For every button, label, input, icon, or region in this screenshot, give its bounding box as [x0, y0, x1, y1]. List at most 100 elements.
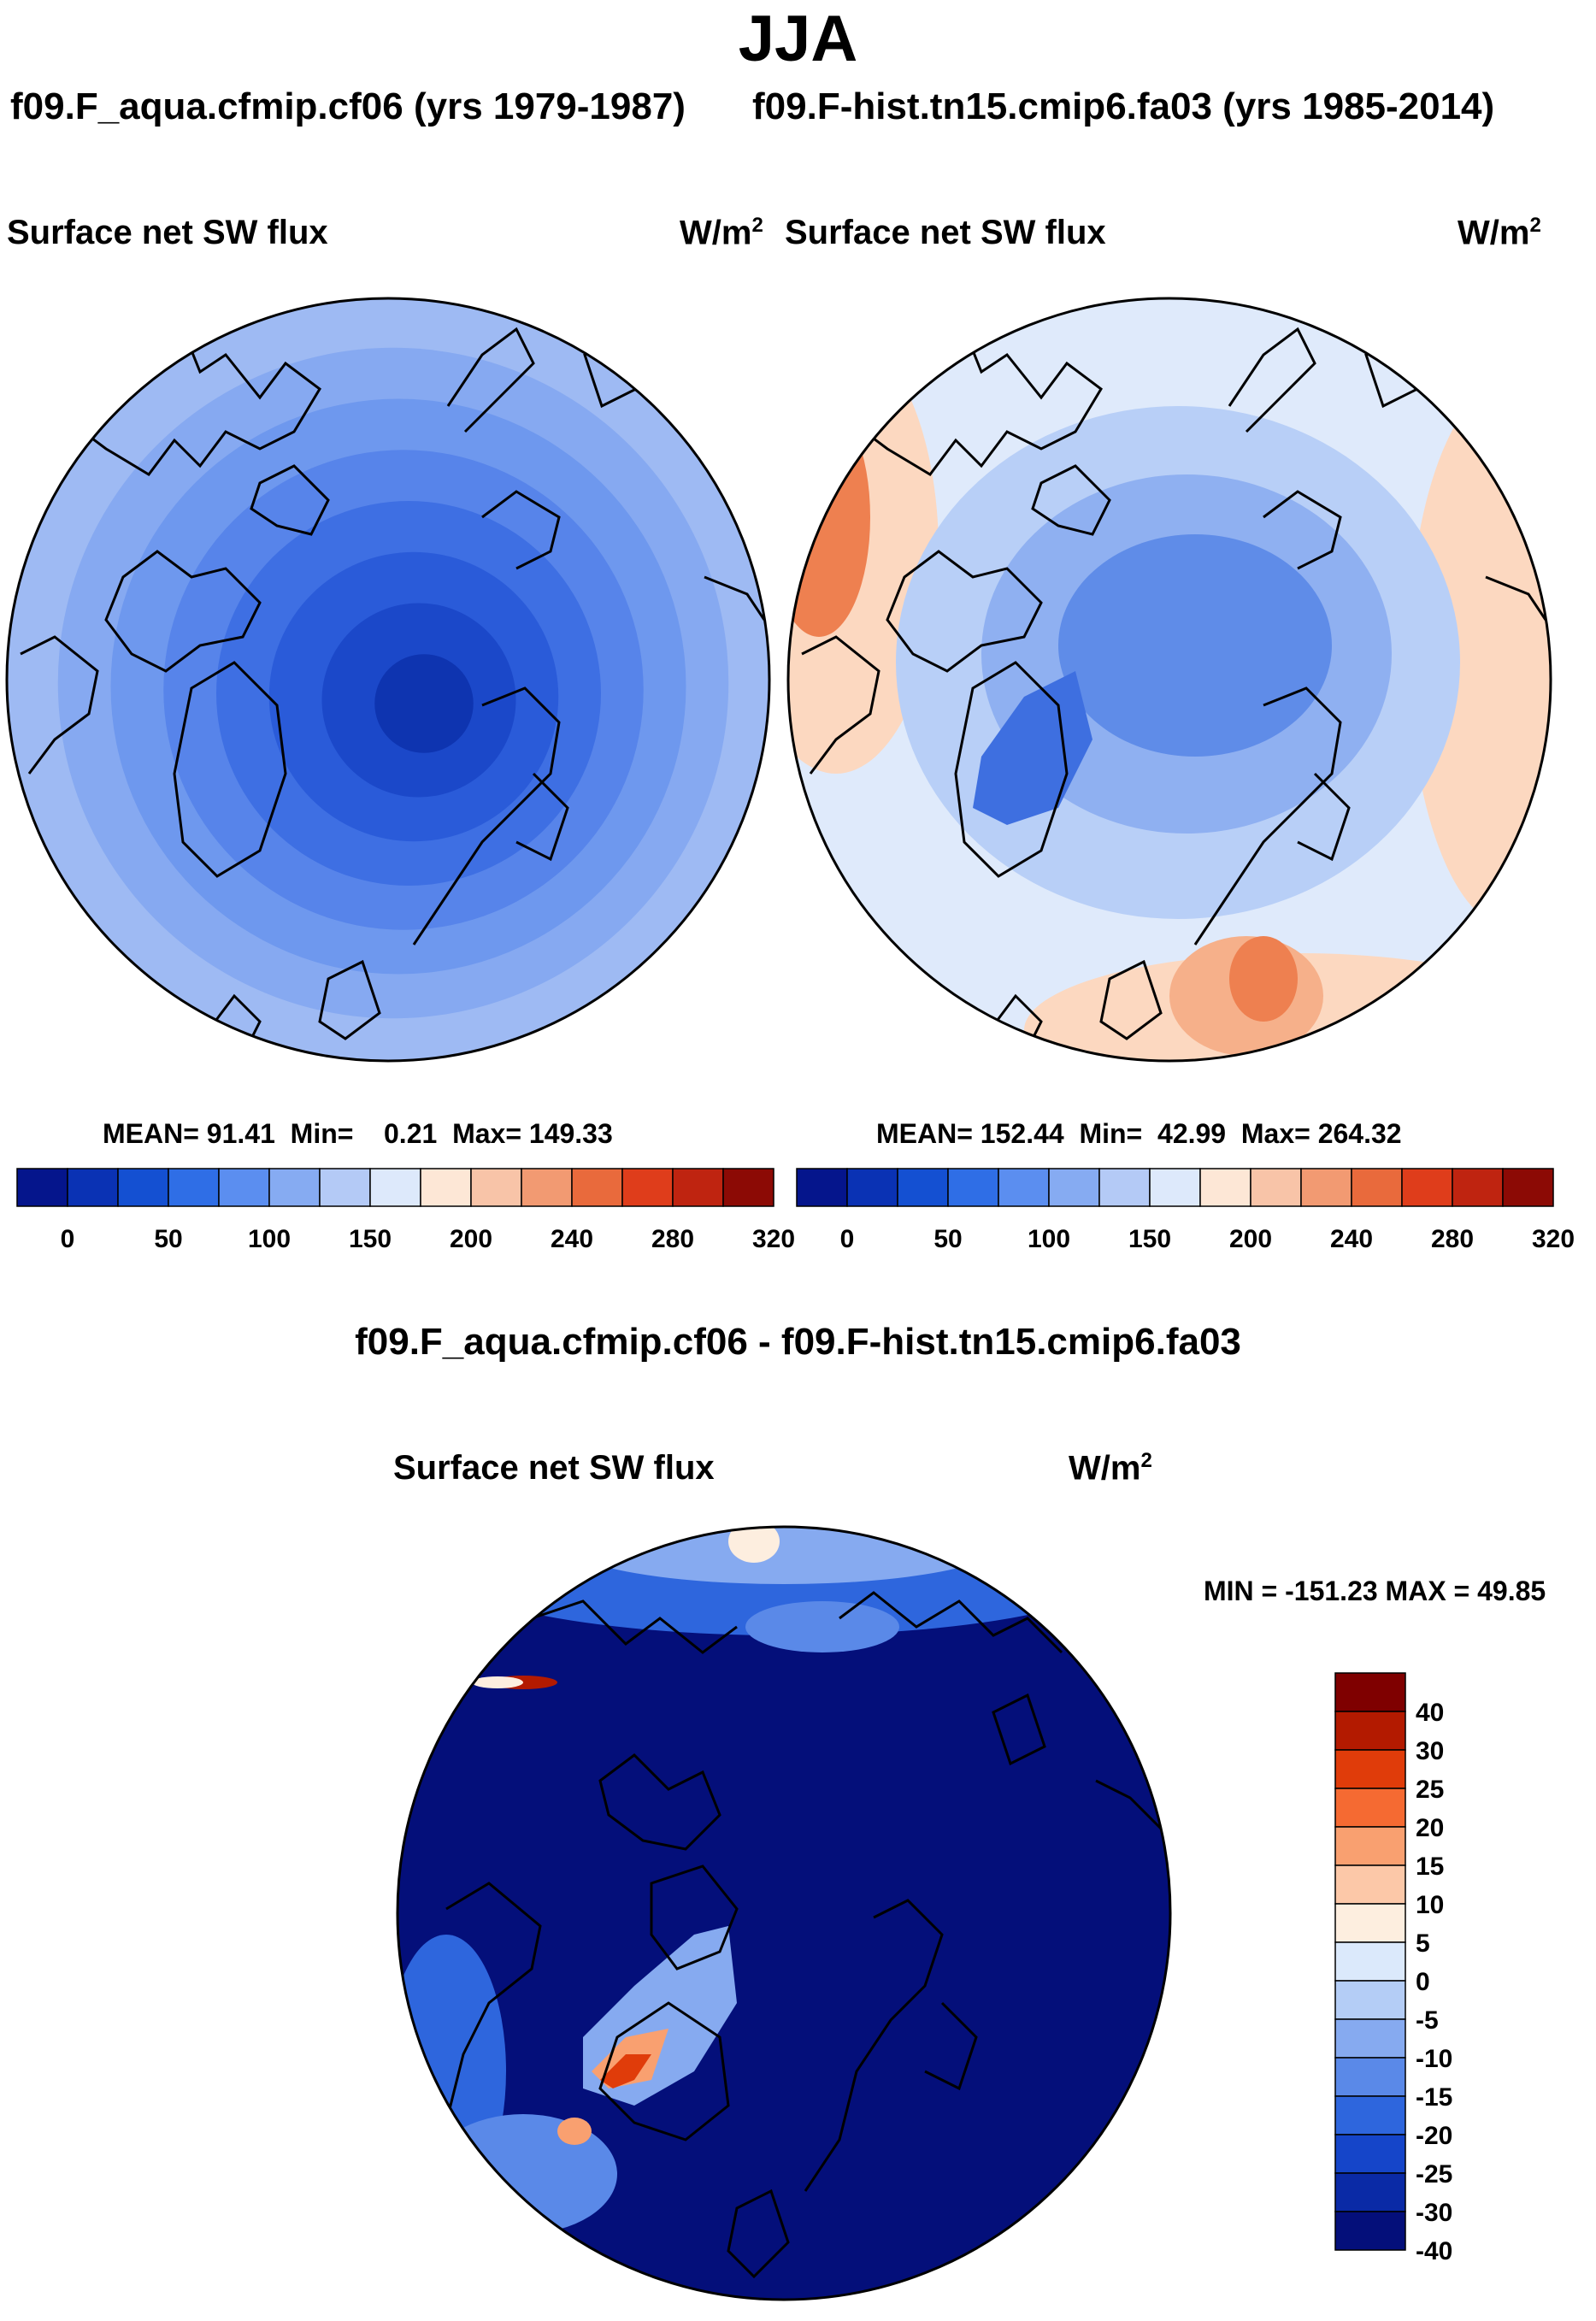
diff-colorbar-box-3 [1334, 1788, 1406, 1828]
diff-colorbar-tick-3: 20 [1416, 1814, 1444, 1842]
left-case-title: f09.F_aqua.cfmip.cf06 (yrs 1979-1987) [10, 85, 686, 127]
left-colorbar: 0 50 100 150 200 240 280 320 [16, 1168, 795, 1253]
colorbar-box-4 [218, 1168, 270, 1207]
colorbar-box-11 [1351, 1168, 1403, 1207]
diff-colorbar-box-1 [1334, 1711, 1406, 1751]
colorbar-tick-0: 0 [840, 1225, 855, 1253]
colorbar-box-0 [796, 1168, 848, 1207]
difference-title: f09.F_aqua.cfmip.cf06 - f09.F-hist.tn15.… [355, 1321, 1241, 1363]
diff-colorbar: 40 30 25 20 15 10 5 0 -5 -10 -15 -20 -25 -30 -40 [1334, 1672, 1452, 2265]
right-coastlines [801, 327, 1547, 1057]
diff-colorbar-tick-0: 40 [1416, 1699, 1444, 1727]
colorbar-box-3 [947, 1168, 999, 1207]
diff-colorbar-tick-13: -30 [1416, 2199, 1452, 2227]
diff-north-warm [728, 1527, 780, 1563]
diff-siberia [745, 1601, 899, 1652]
colorbar-box-9 [1250, 1168, 1302, 1207]
diff-colorbar-box-14 [1334, 2211, 1406, 2251]
colorbar-tick-4: 200 [1229, 1225, 1272, 1253]
colorbar-tick-0: 0 [61, 1225, 75, 1253]
right-case-title: f09.F-hist.tn15.cmip6.fa03 (yrs 1985-201… [752, 85, 1495, 127]
left-ring-7 [374, 654, 474, 753]
diff-colorbar-box-4 [1334, 1826, 1406, 1866]
colorbar-tick-1: 50 [154, 1225, 182, 1253]
left-map-fill [7, 298, 769, 1061]
colorbar-box-14 [722, 1168, 774, 1207]
colorbar-box-7 [1149, 1168, 1201, 1207]
diff-colorbar-box-13 [1334, 2172, 1406, 2212]
diff-colorbar-tick-2: 25 [1416, 1776, 1444, 1804]
difference-polar-map [396, 1525, 1172, 2301]
colorbar-tick-6: 280 [1431, 1225, 1474, 1253]
colorbar-box-6 [319, 1168, 371, 1207]
right-unit-label: W/m2 [1458, 214, 1541, 252]
left-stats: MEAN= 91.41 Min= 0.21 Max= 149.33 [103, 1118, 613, 1149]
colorbar-tick-3: 150 [1128, 1225, 1171, 1253]
colorbar-box-2 [897, 1168, 949, 1207]
right-colorbar: 0 50 100 150 200 240 280 320 [796, 1168, 1575, 1253]
colorbar-tick-5: 240 [551, 1225, 593, 1253]
right-warm-west-core [788, 398, 870, 637]
right-map-fill [788, 298, 1551, 1061]
figure-title: JJA [738, 3, 858, 75]
colorbar-box-6 [1098, 1168, 1151, 1207]
colorbar-tick-1: 50 [933, 1225, 962, 1253]
colorbar-tick-2: 100 [1028, 1225, 1070, 1253]
right-variable-label: Surface net SW flux [785, 214, 1106, 251]
diff-minmax: MIN = -151.23 MAX = 49.85 [1204, 1576, 1546, 1606]
colorbar-tick-5: 240 [1330, 1225, 1373, 1253]
diff-colorbar-tick-1: 30 [1416, 1737, 1444, 1765]
diff-iceland [557, 2118, 592, 2145]
diff-variable-label: Surface net SW flux [393, 1449, 715, 1487]
right-polar-map [786, 297, 1552, 1063]
colorbar-box-12 [621, 1168, 674, 1207]
diff-colorbar-tick-7: 0 [1416, 1968, 1430, 1996]
right-warm-east [1409, 380, 1551, 928]
diff-colorbar-box-12 [1334, 2134, 1406, 2174]
colorbar-tick-7: 320 [752, 1225, 795, 1253]
colorbar-box-14 [1502, 1168, 1554, 1207]
colorbar-box-1 [67, 1168, 119, 1207]
left-variable-label: Surface net SW flux [7, 214, 328, 251]
left-map-border [5, 297, 771, 1063]
left-unit-label: W/m2 [680, 214, 763, 252]
diff-colorbar-box-7 [1334, 1941, 1406, 1982]
colorbar-box-9 [470, 1168, 522, 1207]
right-stats: MEAN= 152.44 Min= 42.99 Max= 264.32 [876, 1118, 1402, 1149]
right-map-border [786, 297, 1552, 1063]
colorbar-box-8 [420, 1168, 472, 1207]
right-warm-europe-core [1229, 936, 1298, 1022]
diff-colorbar-box-2 [1334, 1749, 1406, 1789]
colorbar-tick-6: 280 [651, 1225, 694, 1253]
colorbar-box-7 [369, 1168, 421, 1207]
colorbar-box-13 [1452, 1168, 1504, 1207]
diff-colorbar-tick-14: -40 [1416, 2237, 1452, 2265]
diff-colorbar-tick-9: -10 [1416, 2045, 1452, 2073]
colorbar-tick-3: 150 [349, 1225, 392, 1253]
diff-colorbar-tick-12: -25 [1416, 2160, 1452, 2188]
diff-greenland-hot [600, 2054, 651, 2088]
diff-unit-label: W/m2 [1069, 1449, 1152, 1487]
colorbar-box-5 [1048, 1168, 1100, 1207]
colorbar-box-4 [998, 1168, 1050, 1207]
colorbar-tick-4: 200 [450, 1225, 492, 1253]
colorbar-box-8 [1199, 1168, 1251, 1207]
diff-colorbar-box-11 [1334, 2095, 1406, 2135]
colorbar-box-0 [16, 1168, 68, 1207]
diff-colorbar-box-9 [1334, 2018, 1406, 2059]
diff-colorbar-tick-4: 15 [1416, 1853, 1444, 1881]
diff-alaska-pale [472, 1676, 523, 1688]
colorbar-tick-2: 100 [248, 1225, 291, 1253]
diff-colorbar-tick-10: -15 [1416, 2083, 1452, 2112]
diff-west-band [398, 1935, 506, 2208]
colorbar-box-1 [846, 1168, 898, 1207]
diff-colorbar-box-6 [1334, 1903, 1406, 1943]
right-cool-3 [1058, 534, 1332, 757]
diff-colorbar-tick-8: -5 [1416, 2006, 1439, 2035]
diff-map-fill [398, 1527, 1170, 2300]
colorbar-box-12 [1401, 1168, 1453, 1207]
diff-colorbar-box-8 [1334, 1980, 1406, 2020]
diff-colorbar-box-0 [1334, 1672, 1406, 1712]
colorbar-box-3 [168, 1168, 220, 1207]
colorbar-box-10 [1300, 1168, 1352, 1207]
